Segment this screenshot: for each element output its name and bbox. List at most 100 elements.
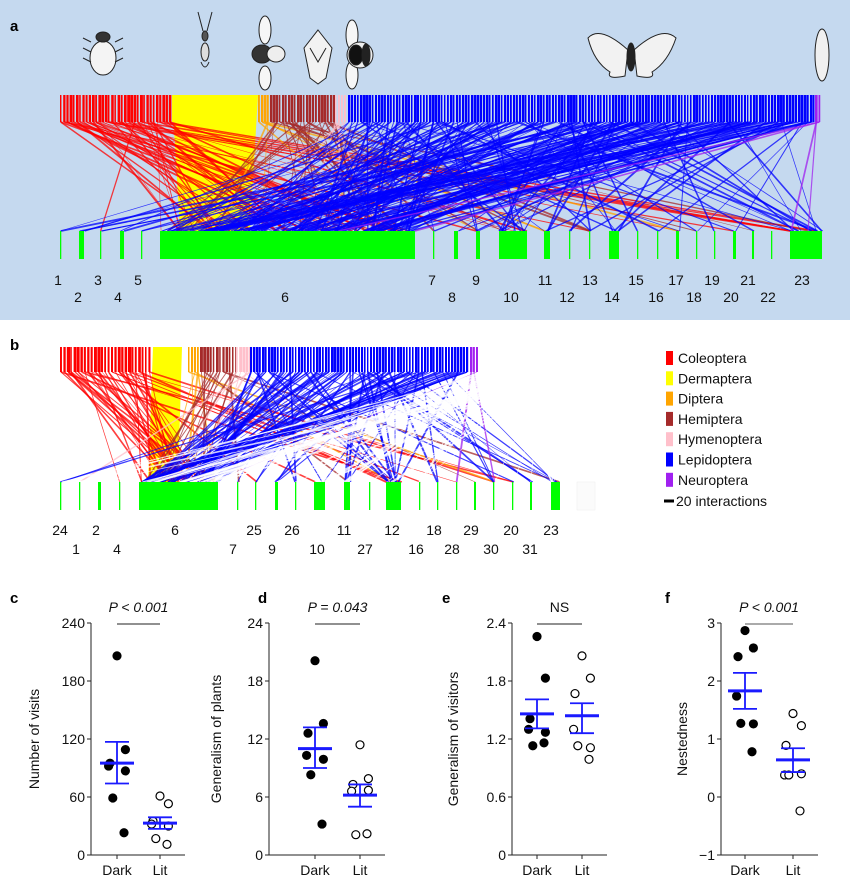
plant-bar — [255, 482, 256, 510]
insect-bar-neuroptera — [591, 347, 594, 372]
legend-label: Hemiptera — [678, 411, 743, 427]
insect-bar-neuroptera — [504, 347, 505, 372]
plant-bar — [437, 482, 438, 510]
data-point-lit — [586, 744, 594, 752]
data-point-dark — [109, 794, 117, 802]
insect-bar-coleoptera — [138, 347, 141, 372]
insect-bar-lepidoptera — [654, 95, 656, 122]
insect-bar-neuroptera — [507, 347, 509, 372]
insect-bar-lepidoptera — [669, 95, 671, 122]
insect-bar-lepidoptera — [442, 347, 444, 372]
insect-bar-hemiptera — [327, 95, 329, 122]
data-point-dark — [318, 820, 326, 828]
plant-bar — [369, 482, 370, 510]
significance-label: P = 0.043 — [308, 599, 368, 615]
plant-label: 25 — [246, 522, 262, 538]
insect-bar-lepidoptera — [391, 347, 393, 372]
insect-bar-hemiptera — [210, 347, 212, 372]
insect-bar-lepidoptera — [253, 347, 255, 372]
insect-bar-coleoptera — [79, 95, 81, 122]
insect-bar-lepidoptera — [357, 95, 359, 122]
plant-bar — [637, 231, 638, 259]
y-axis-label: Generalism of plants — [208, 675, 224, 803]
insect-bar-lepidoptera — [762, 95, 764, 122]
insect-bar-lepidoptera — [714, 95, 716, 122]
insect-bar-coleoptera — [137, 95, 139, 122]
insect-bar-lepidoptera — [418, 347, 419, 372]
legend-swatch — [666, 473, 673, 487]
insect-bar-hemiptera — [206, 347, 209, 372]
plant-label: 31 — [522, 541, 538, 557]
plant-bar — [344, 482, 350, 510]
insect-bar-lepidoptera — [672, 95, 675, 122]
insect-bar-coleoptera — [92, 95, 95, 122]
insect-bar-hemiptera — [213, 347, 214, 372]
insect-bar-lepidoptera — [720, 95, 723, 122]
insect-bar-neuroptera — [588, 347, 591, 372]
y-axis-label: Nestedness — [674, 702, 690, 776]
plant-bar — [752, 231, 754, 259]
insect-bar-lepidoptera — [510, 95, 512, 122]
x-tick-label: Dark — [300, 862, 331, 878]
data-point-dark — [113, 652, 121, 660]
insect-bar-lepidoptera — [409, 347, 411, 372]
plant-bar — [295, 482, 296, 510]
insect-bar-neuroptera — [513, 347, 516, 372]
legend-item-lepidoptera: Lepidoptera — [666, 452, 752, 468]
plant-label: 14 — [604, 289, 620, 305]
insect-bar-lepidoptera — [735, 95, 737, 122]
insect-bar-lepidoptera — [360, 95, 362, 122]
insect-bar-lepidoptera — [804, 95, 807, 122]
insect-bar-lepidoptera — [666, 95, 668, 122]
insect-bar-lepidoptera — [378, 95, 380, 122]
plant-label: 11 — [538, 272, 553, 288]
insect-bar-lepidoptera — [771, 95, 773, 122]
shape — [202, 31, 208, 41]
insect-bar-lepidoptera — [609, 95, 611, 122]
insect-bar-coleoptera — [127, 95, 130, 122]
x-tick-label: Lit — [786, 862, 801, 878]
insect-bar-lepidoptera — [292, 347, 294, 372]
plant-bar — [98, 482, 101, 510]
y-tick-label: 2 — [707, 673, 715, 689]
insect-bar-lepidoptera — [414, 95, 417, 122]
plant-bar — [119, 482, 120, 510]
insect-bar-hymenoptera — [236, 347, 238, 372]
plant-label: 16 — [408, 541, 424, 557]
plant-label: 26 — [284, 522, 300, 538]
insect-bar-coleoptera — [143, 95, 145, 122]
plant-bar — [419, 482, 420, 510]
panel-a-label: a — [10, 18, 19, 35]
insect-bar-hymenoptera — [246, 347, 249, 372]
insect-bar-lepidoptera — [807, 95, 809, 122]
plant-bar — [79, 231, 84, 259]
legend-item-hymenoptera: Hymenoptera — [666, 431, 762, 447]
plant-label: 27 — [357, 541, 373, 557]
insect-bar-coleoptera — [108, 347, 110, 372]
plant-label: 1 — [72, 541, 80, 557]
insect-bar-lepidoptera — [642, 95, 644, 122]
insect-bar-lepidoptera — [346, 347, 348, 372]
y-tick-label: 0 — [707, 789, 715, 805]
insect-bar-neuroptera — [555, 347, 558, 372]
insect-bar-lepidoptera — [417, 95, 419, 122]
insect-bar-lepidoptera — [543, 95, 545, 122]
plant-bar — [790, 231, 822, 259]
insect-bar-hemiptera — [226, 347, 228, 372]
plant-label: 12 — [384, 522, 400, 538]
data-point-dark — [748, 748, 756, 756]
insect-bar-lepidoptera — [354, 95, 356, 122]
insect-bar-hemiptera — [312, 95, 314, 122]
data-point-lit — [574, 742, 582, 750]
insect-bar-lepidoptera — [708, 95, 710, 122]
plant-bar — [696, 231, 697, 259]
insect-bar-lepidoptera — [351, 95, 353, 122]
insect-bar-lepidoptera — [759, 95, 762, 122]
plant-label: 3 — [94, 272, 102, 288]
insect-bar-hemiptera — [232, 347, 233, 372]
insect-bar-coleoptera — [70, 347, 72, 372]
plant-bar — [512, 482, 513, 510]
insect-bar-lepidoptera — [369, 95, 371, 122]
insect-bar-lepidoptera — [645, 95, 648, 122]
